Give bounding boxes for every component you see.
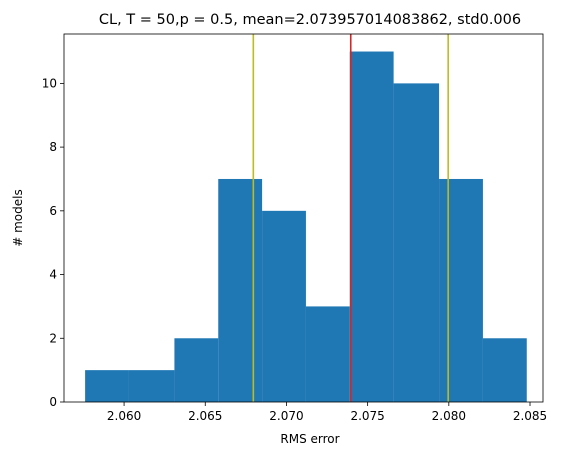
histogram-bar-7	[349, 51, 394, 403]
y-tick-label: 0	[49, 395, 57, 409]
x-axis-label: RMS error	[280, 432, 339, 446]
x-tick-label: 2.080	[432, 409, 466, 423]
histogram-bar-2	[128, 370, 175, 402]
y-axis-label: # models	[11, 189, 25, 247]
histogram-bar-3	[174, 338, 219, 402]
y-tick-label: 10	[42, 76, 57, 90]
y-tick-label: 2	[49, 331, 57, 345]
x-tick-label: 2.070	[269, 409, 303, 423]
x-tick-label: 2.065	[188, 409, 222, 423]
histogram-bar-10	[482, 338, 527, 402]
histogram-bar-4	[218, 178, 263, 402]
y-tick-label: 4	[49, 268, 57, 282]
bars-group	[85, 51, 527, 403]
y-tick-label: 8	[49, 140, 57, 154]
y-tick-label: 6	[49, 204, 57, 218]
histogram-bar-9	[439, 178, 483, 402]
histogram-bar-6	[305, 306, 350, 402]
x-tick-label: 2.085	[513, 409, 547, 423]
vertical-lines-group	[252, 34, 449, 402]
histogram-bar-8	[393, 83, 440, 402]
histogram-bar-1	[85, 370, 129, 402]
x-axis-ticks: 2.060 2.065 2.070 2.075 2.080 2.085	[107, 402, 547, 423]
histogram-bar-5	[262, 210, 306, 402]
chart-title: CL, T = 50,p = 0.5, mean=2.0739570140838…	[99, 12, 521, 28]
plot-frame	[63, 33, 544, 403]
x-tick-label: 2.075	[350, 409, 384, 423]
y-axis-ticks: 0 2 4 6 8 10	[42, 76, 64, 409]
x-tick-label: 2.060	[107, 409, 141, 423]
